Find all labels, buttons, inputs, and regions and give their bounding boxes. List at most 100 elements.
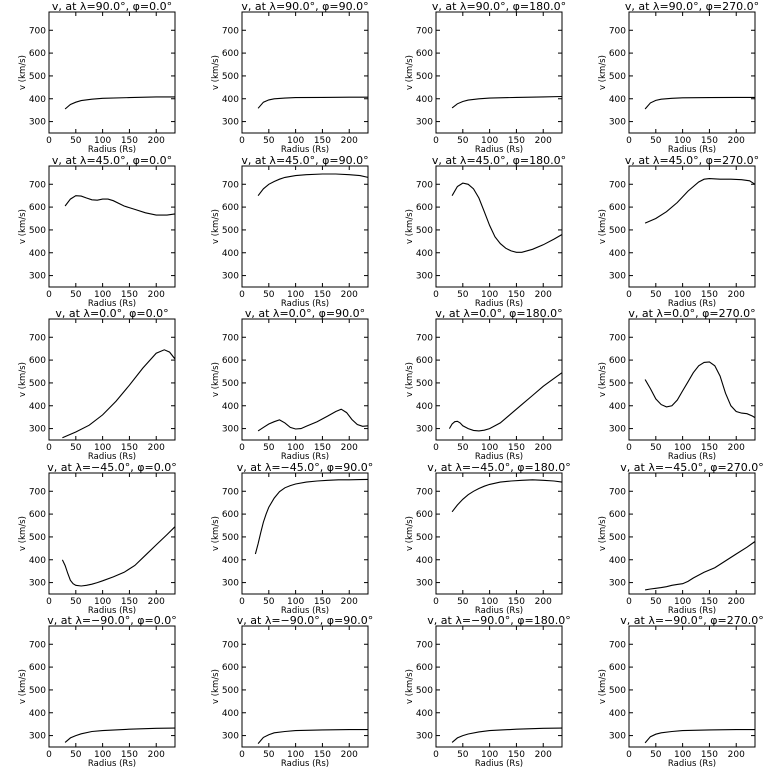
panel-title: v, at λ=90.0°, φ=270.0° xyxy=(625,0,759,13)
y-tick-label: 500 xyxy=(416,686,433,696)
x-tick-label: 150 xyxy=(314,597,331,607)
x-tick-label: 50 xyxy=(650,290,662,300)
y-tick-label: 400 xyxy=(222,95,239,105)
panel-4-1: v, at λ=−90.0°, φ=90.0° 0 50 100 150 200 300 40… xyxy=(211,614,373,768)
plot-frame xyxy=(241,165,369,288)
x-axis-label: Radius (Rs) xyxy=(281,606,329,616)
x-tick-label: 100 xyxy=(674,443,691,453)
y-tick-label: 300 xyxy=(222,425,239,435)
y-tick-label: 600 xyxy=(222,356,239,366)
panel-2-3: v, at λ=0.0°, φ=270.0° 0 50 100 150 200 300 400… xyxy=(598,307,756,462)
y-tick-label: 500 xyxy=(29,533,46,543)
plot-frame xyxy=(435,165,563,288)
y-tick-label: 600 xyxy=(29,663,46,673)
x-tick-label: 150 xyxy=(508,443,525,453)
x-axis-label: Radius (Rs) xyxy=(88,452,136,462)
x-tick-label: 150 xyxy=(121,290,138,300)
y-tick-label: 400 xyxy=(609,95,626,105)
y-tick-label: 500 xyxy=(29,226,46,236)
series-line xyxy=(64,727,176,743)
y-axis-label: v (km/s) xyxy=(598,362,608,397)
x-axis-label: Radius (Rs) xyxy=(475,299,523,309)
y-tick-label: 400 xyxy=(416,556,433,566)
x-tick-label: 200 xyxy=(148,750,165,760)
y-tick-label: 600 xyxy=(416,49,433,59)
y-tick-label: 500 xyxy=(609,72,626,82)
y-tick-label: 300 xyxy=(609,272,626,282)
plot-frame xyxy=(628,625,756,748)
y-tick-label: 300 xyxy=(609,579,626,589)
y-tick-label: 600 xyxy=(29,203,46,213)
y-tick-label: 600 xyxy=(416,510,433,520)
y-axis-label: v (km/s) xyxy=(18,209,28,244)
y-tick-label: 500 xyxy=(222,72,239,82)
y-tick-label: 300 xyxy=(222,272,239,282)
panel-0-0: v, at λ=90.0°, φ=0.0° 0 50 100 150 200 300 400 5… xyxy=(18,0,176,155)
x-tick-label: 150 xyxy=(314,750,331,760)
panel-title: v, at λ=−45.0°, φ=180.0° xyxy=(427,461,570,474)
y-axis-label: v (km/s) xyxy=(18,669,28,704)
panel-1-3: v, at λ=45.0°, φ=270.0° 0 50 100 150 200 300 40… xyxy=(598,154,759,309)
y-tick-label: 400 xyxy=(29,556,46,566)
x-axis-label: Radius (Rs) xyxy=(88,606,136,616)
x-tick-label: 100 xyxy=(481,136,498,146)
y-tick-label: 500 xyxy=(416,72,433,82)
x-tick-label: 200 xyxy=(341,290,358,300)
x-tick-label: 0 xyxy=(46,750,52,760)
x-tick-label: 150 xyxy=(701,136,718,146)
y-axis-label: v (km/s) xyxy=(211,669,221,704)
series-line xyxy=(257,408,369,432)
x-tick-label: 0 xyxy=(433,290,439,300)
y-tick-label: 400 xyxy=(416,95,433,105)
x-tick-label: 150 xyxy=(121,443,138,453)
y-tick-label: 500 xyxy=(609,226,626,236)
x-tick-label: 50 xyxy=(457,750,469,760)
x-tick-label: 50 xyxy=(263,136,275,146)
x-tick-label: 200 xyxy=(148,290,165,300)
y-tick-label: 500 xyxy=(609,533,626,543)
x-tick-label: 200 xyxy=(728,750,745,760)
x-tick-label: 100 xyxy=(287,597,304,607)
y-tick-label: 700 xyxy=(609,640,626,650)
panel-title: v, at λ=0.0°, φ=90.0° xyxy=(245,307,365,320)
x-tick-label: 100 xyxy=(94,597,111,607)
x-tick-label: 0 xyxy=(239,136,245,146)
y-axis-label: v (km/s) xyxy=(598,516,608,551)
panel-title: v, at λ=−45.0°, φ=90.0° xyxy=(237,461,373,474)
x-tick-label: 0 xyxy=(46,290,52,300)
y-tick-label: 700 xyxy=(416,26,433,36)
y-tick-label: 700 xyxy=(29,26,46,36)
panel-title: v, at λ=0.0°, φ=270.0° xyxy=(628,307,755,320)
x-tick-label: 50 xyxy=(263,750,275,760)
y-axis-label: v (km/s) xyxy=(211,362,221,397)
x-axis-label: Radius (Rs) xyxy=(281,299,329,309)
y-tick-label: 600 xyxy=(222,203,239,213)
series-line xyxy=(64,96,175,110)
y-tick-label: 500 xyxy=(222,379,239,389)
y-tick-label: 500 xyxy=(416,379,433,389)
x-tick-label: 200 xyxy=(728,290,745,300)
x-tick-label: 200 xyxy=(341,597,358,607)
y-tick-label: 300 xyxy=(416,732,433,742)
y-axis-label: v (km/s) xyxy=(405,362,415,397)
panel-title: v, at λ=−90.0°, φ=0.0° xyxy=(47,614,176,627)
x-axis-label: Radius (Rs) xyxy=(668,299,716,309)
x-tick-label: 0 xyxy=(626,443,632,453)
x-tick-label: 150 xyxy=(121,597,138,607)
x-tick-label: 100 xyxy=(481,597,498,607)
plot-frame xyxy=(435,11,563,134)
series-line xyxy=(645,541,756,591)
plot-frame xyxy=(435,472,563,595)
plot-frame xyxy=(48,625,176,748)
y-axis-label: v (km/s) xyxy=(18,362,28,397)
y-tick-label: 700 xyxy=(222,640,239,650)
panel-2-0: v, at λ=0.0°, φ=0.0° 0 50 100 150 200 300 400 50… xyxy=(18,307,176,462)
y-tick-label: 700 xyxy=(29,487,46,497)
y-tick-label: 400 xyxy=(222,556,239,566)
y-tick-label: 300 xyxy=(29,272,46,282)
y-tick-label: 600 xyxy=(222,663,239,673)
x-tick-label: 50 xyxy=(70,443,82,453)
panel-3-2: v, at λ=−45.0°, φ=180.0° 0 50 100 150 200 300 4… xyxy=(405,461,571,616)
panel-1-1: v, at λ=45.0°, φ=90.0° 0 50 100 150 200 300 400… xyxy=(211,154,369,309)
